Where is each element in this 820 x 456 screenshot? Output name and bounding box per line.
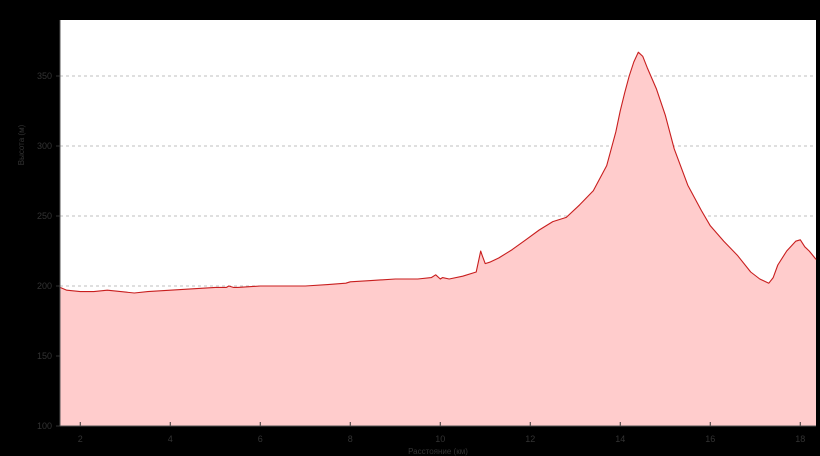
elevation-fill-0 <box>60 52 816 426</box>
x-tick-label-8: 8 <box>348 434 353 444</box>
x-tick-label-4: 4 <box>168 434 173 444</box>
tick-labels: 100 150 200 250 300 350 2 4 6 8 10 12 14 16 18 <box>37 71 805 444</box>
x-axis-title: Расстояние (км) <box>408 447 468 456</box>
y-tick-label-300: 300 <box>37 141 52 151</box>
y-axis-title: Высота (м) <box>17 124 26 165</box>
x-tick-label-16: 16 <box>705 434 715 444</box>
y-tick-label-200: 200 <box>37 281 52 291</box>
x-tick-label-2: 2 <box>78 434 83 444</box>
elevation-area <box>59 51 817 426</box>
y-tick-label-100: 100 <box>37 421 52 431</box>
y-tick-label-150: 150 <box>37 351 52 361</box>
elevation-line-0 <box>59 51 817 294</box>
axes <box>56 20 816 427</box>
x-tick-label-12: 12 <box>525 434 535 444</box>
x-tick-label-14: 14 <box>615 434 625 444</box>
y-tick-label-250: 250 <box>37 211 52 221</box>
y-tick-label-350: 350 <box>37 71 52 81</box>
x-tick-label-18: 18 <box>795 434 805 444</box>
x-tick-label-6: 6 <box>258 434 263 444</box>
x-tick-label-10: 10 <box>435 434 445 444</box>
